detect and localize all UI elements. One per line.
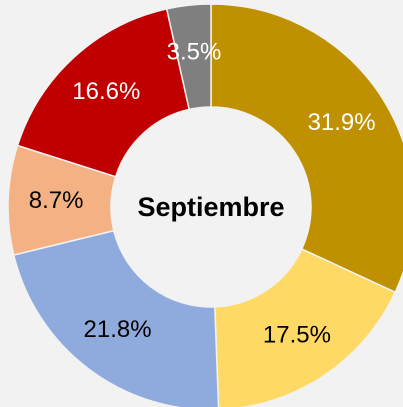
data-label: 31.9%: [308, 109, 376, 136]
data-label: 21.8%: [84, 316, 152, 343]
donut-hole: [111, 107, 311, 307]
data-label: 3.5%: [167, 38, 222, 65]
data-label: 16.6%: [72, 78, 140, 105]
chart-title: Septiembre: [137, 192, 284, 222]
data-label: 8.7%: [29, 187, 84, 214]
data-label: 17.5%: [263, 321, 331, 348]
